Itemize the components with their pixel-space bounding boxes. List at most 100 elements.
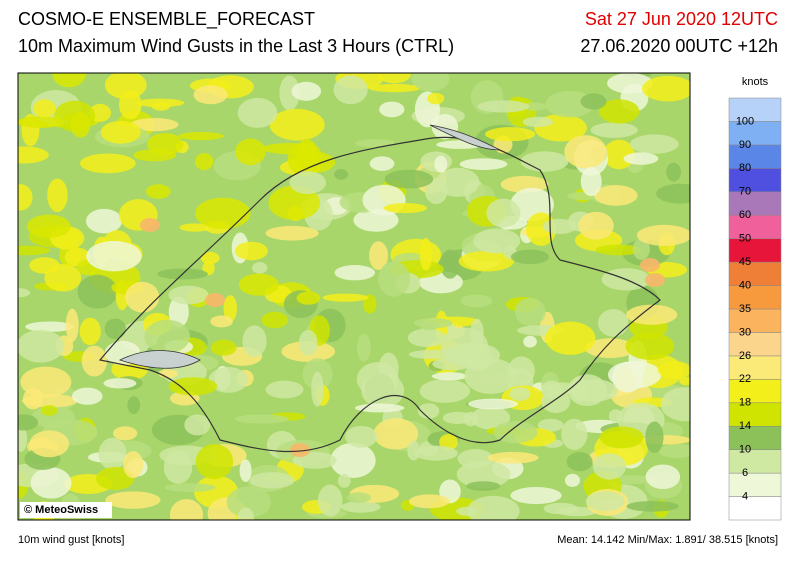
map-field	[269, 108, 325, 141]
map-field	[509, 387, 531, 402]
map-field	[645, 464, 681, 490]
map-field	[487, 451, 539, 464]
map-field	[460, 294, 493, 308]
map-field	[25, 321, 75, 332]
map-field	[40, 405, 58, 416]
map-field	[666, 162, 682, 182]
map-field	[178, 131, 224, 141]
map-field	[265, 380, 304, 399]
map-field	[226, 486, 272, 518]
map-field	[30, 467, 72, 499]
map-field	[234, 241, 268, 261]
map-field	[368, 83, 422, 93]
colorbar-bin	[728, 308, 782, 333]
valid-time: Sat 27 Jun 2020 12UTC	[585, 9, 778, 29]
map-field	[514, 297, 546, 326]
subtitle: 10m Maximum Wind Gusts in the Last 3 Hou…	[18, 36, 454, 56]
map-field	[289, 171, 327, 195]
map-field	[440, 249, 460, 279]
map-field	[640, 258, 660, 272]
map-field	[427, 92, 445, 105]
map-field	[623, 152, 659, 165]
map-field	[379, 101, 405, 118]
map-field	[595, 244, 642, 256]
map-field	[584, 338, 636, 359]
map-field	[629, 134, 679, 154]
map-field	[420, 320, 440, 331]
colorbar-bin	[728, 425, 782, 450]
map-field	[660, 387, 690, 422]
map-field	[656, 183, 690, 204]
map-field	[599, 426, 644, 449]
map-field	[147, 133, 184, 156]
map-field	[564, 135, 607, 169]
map-field	[567, 374, 608, 407]
map-field	[407, 441, 421, 461]
map-field	[522, 102, 547, 111]
map-field	[268, 185, 321, 221]
map-field	[322, 293, 369, 302]
map-field	[434, 155, 448, 173]
map-field	[205, 293, 225, 307]
map-field	[168, 285, 209, 305]
map-field	[234, 414, 289, 424]
colorbar-bin	[728, 214, 782, 239]
map-field	[169, 499, 204, 520]
map-field	[18, 329, 65, 363]
map-field	[442, 411, 473, 424]
colorbar-bin	[728, 168, 782, 193]
map-field	[658, 443, 690, 459]
map-field	[383, 202, 427, 214]
colorbar-bin	[728, 379, 782, 404]
map-field	[65, 308, 79, 342]
map-field	[361, 372, 405, 409]
map-field	[112, 426, 138, 441]
map-field	[242, 325, 267, 358]
map-field	[432, 357, 474, 371]
map-field	[354, 139, 395, 148]
map-field	[520, 151, 569, 172]
map-field	[195, 153, 214, 171]
map-field	[632, 238, 650, 260]
map-field	[123, 451, 144, 479]
map-field	[457, 449, 494, 469]
map-field	[345, 425, 378, 448]
colorbar-bin	[728, 332, 782, 357]
lake	[118, 350, 201, 369]
map-field	[458, 250, 515, 272]
map	[18, 73, 690, 520]
map-field	[431, 372, 468, 381]
map-field	[642, 75, 690, 102]
map-field	[486, 198, 521, 228]
colorbar-label: 14	[739, 420, 751, 432]
map-field	[151, 102, 171, 111]
map-field	[130, 117, 179, 132]
colorbar-label: 70	[739, 186, 751, 198]
map-field	[645, 273, 665, 287]
map-field	[200, 251, 220, 265]
map-field	[252, 262, 268, 274]
colorbar-bin	[728, 496, 782, 521]
map-field	[657, 361, 690, 379]
map-field	[419, 379, 471, 403]
footer-stats: Mean: 14.142 Min/Max: 1.891/ 38.515 [kno…	[557, 534, 778, 546]
colorbar-bin	[728, 472, 782, 497]
map-field	[636, 224, 690, 246]
map-field	[580, 93, 607, 110]
colorbar-label: 50	[739, 233, 751, 245]
colorbar-label: 45	[739, 256, 751, 268]
map-field	[645, 421, 664, 454]
colorbar-unit: knots	[742, 76, 769, 88]
colorbar-label: 4	[742, 490, 748, 502]
map-field	[86, 240, 142, 272]
map-field	[564, 473, 581, 487]
credit: © MeteoSwiss	[24, 504, 98, 516]
map-field	[104, 318, 127, 340]
map-field	[193, 85, 228, 105]
map-field	[580, 166, 602, 197]
map-field	[164, 483, 216, 492]
map-field	[471, 406, 511, 430]
map-field	[291, 81, 322, 101]
map-field	[510, 249, 550, 265]
